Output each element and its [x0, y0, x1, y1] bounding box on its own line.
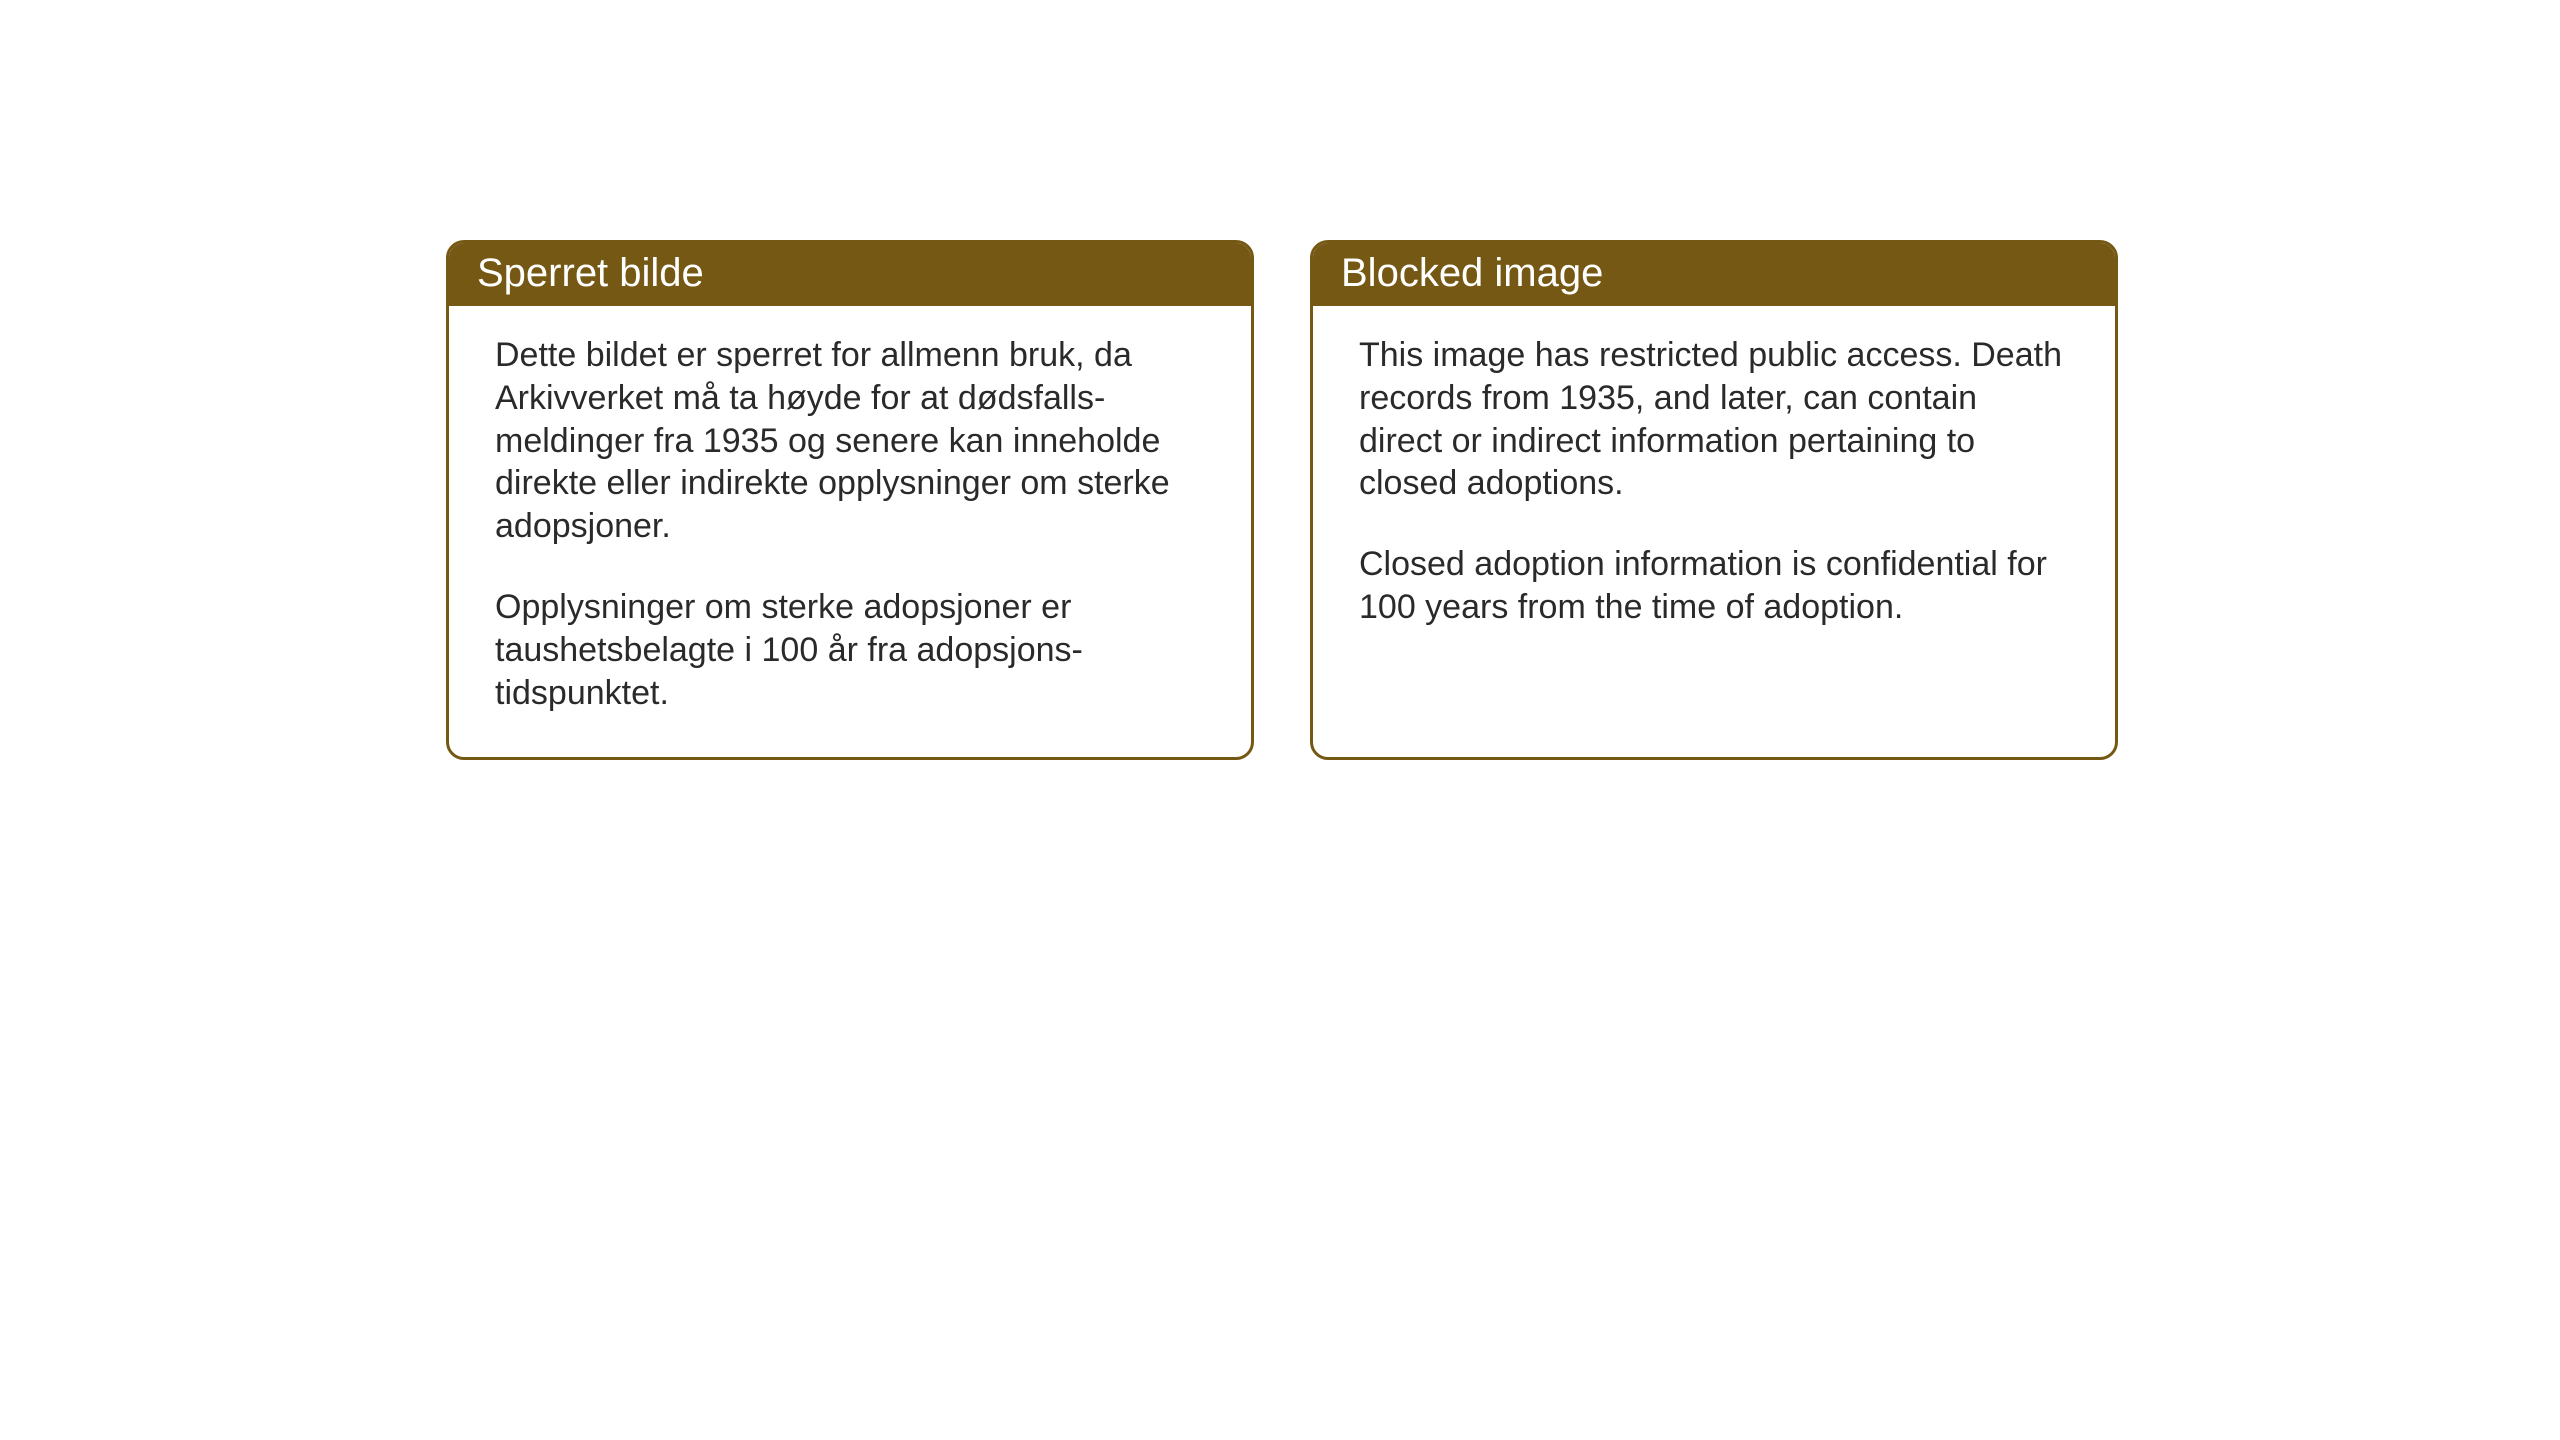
- notice-container: Sperret bilde Dette bildet er sperret fo…: [446, 240, 2118, 760]
- card-header-norwegian: Sperret bilde: [449, 243, 1251, 306]
- blocked-image-card-english: Blocked image This image has restricted …: [1310, 240, 2118, 760]
- card-title-norwegian: Sperret bilde: [477, 251, 704, 295]
- card-paragraph-1-norwegian: Dette bildet er sperret for allmenn bruk…: [495, 334, 1205, 548]
- card-paragraph-2-english: Closed adoption information is confident…: [1359, 543, 2069, 629]
- blocked-image-card-norwegian: Sperret bilde Dette bildet er sperret fo…: [446, 240, 1254, 760]
- card-paragraph-1-english: This image has restricted public access.…: [1359, 334, 2069, 505]
- card-body-english: This image has restricted public access.…: [1313, 306, 2115, 730]
- card-body-norwegian: Dette bildet er sperret for allmenn bruk…: [449, 306, 1251, 757]
- card-paragraph-2-norwegian: Opplysninger om sterke adopsjoner er tau…: [495, 586, 1205, 714]
- card-title-english: Blocked image: [1341, 251, 1603, 295]
- card-header-english: Blocked image: [1313, 243, 2115, 306]
